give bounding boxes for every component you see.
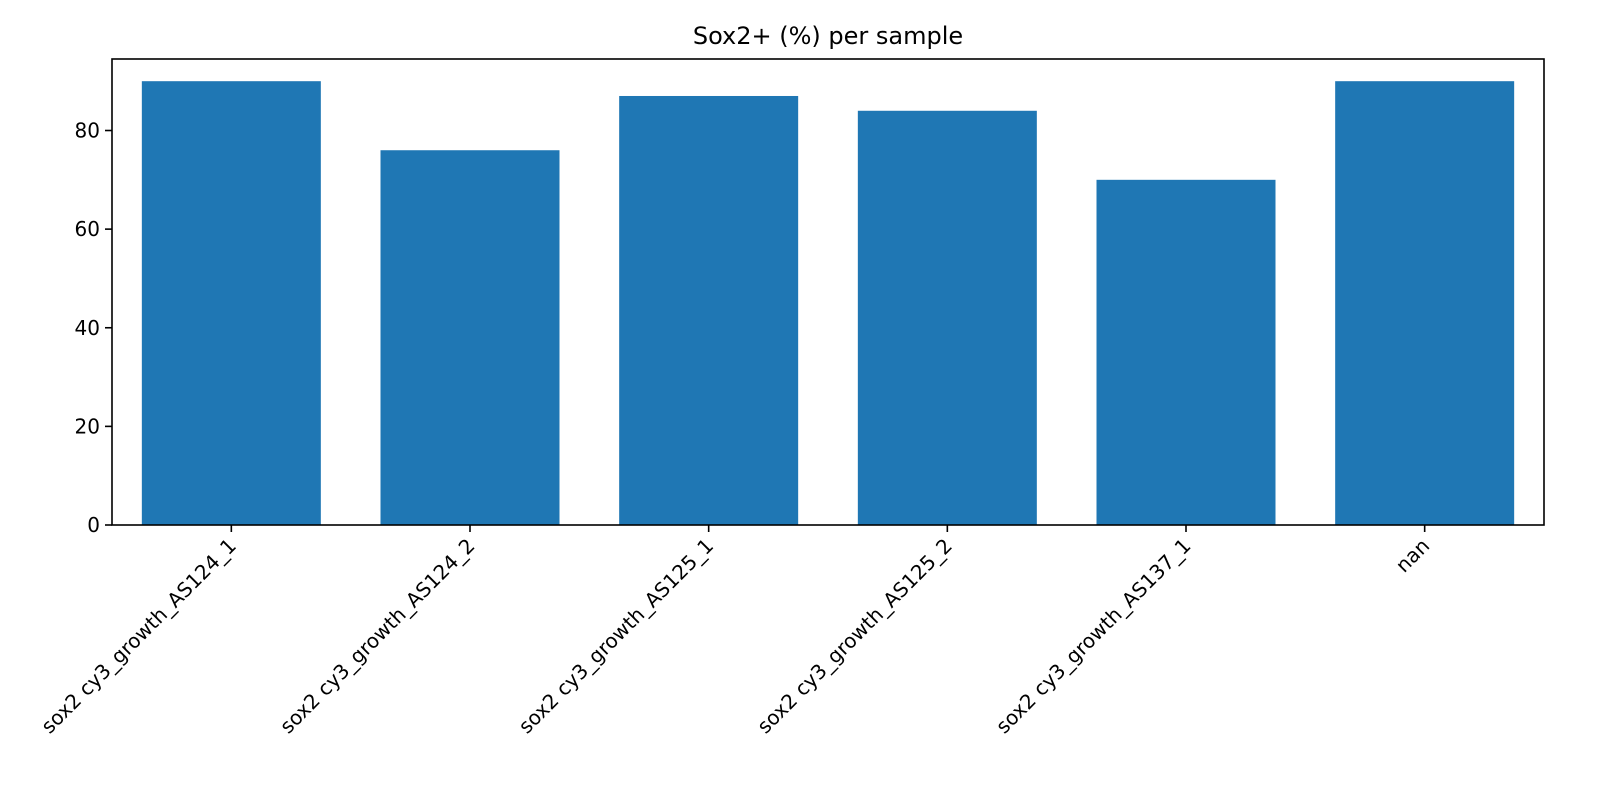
- y-tick-label-2: 40: [75, 316, 100, 340]
- y-tick-label-1: 20: [75, 414, 100, 438]
- x-tick-label-2: sox2 cy3_growth_AS125_1: [514, 534, 719, 739]
- y-tick-label-0: 0: [87, 513, 100, 537]
- bar-2: [619, 95, 799, 525]
- plot-frame: [111, 58, 1545, 526]
- x-tick-label-5: nan: [1391, 534, 1435, 578]
- bar-4: [1096, 179, 1276, 525]
- chart-title: Sox2+ (%) per sample: [693, 22, 963, 50]
- bar-0: [141, 81, 321, 525]
- y-axis: 0 20 40 60 80: [75, 119, 112, 537]
- x-tick-label-3: sox2 cy3_growth_AS125_2: [752, 534, 957, 739]
- x-axis: sox2 cy3_growth_AS124_1 sox2 cy3_growth_A…: [36, 525, 1434, 738]
- bar-5: [1335, 81, 1515, 525]
- y-tick-label-3: 60: [75, 217, 100, 241]
- bars-group: [141, 81, 1515, 526]
- x-tick-label-1: sox2 cy3_growth_AS124_2: [275, 534, 480, 739]
- x-tick-label-4: sox2 cy3_growth_AS137_1: [991, 534, 1196, 739]
- y-tick-label-4: 80: [75, 119, 100, 143]
- bar-3: [857, 110, 1037, 526]
- bar-1: [380, 150, 560, 525]
- x-tick-label-0: sox2 cy3_growth_AS124_1: [36, 534, 241, 739]
